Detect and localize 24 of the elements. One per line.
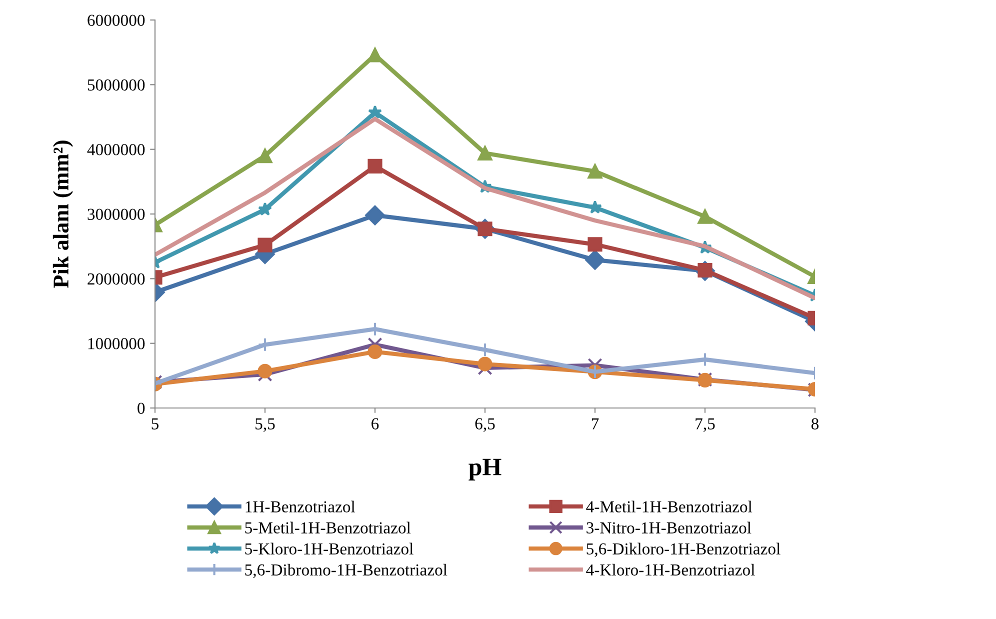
legend-label: 4-Kloro-1H-Benzotriazol [586,564,755,576]
x-tick-label: 7,5 [696,418,715,432]
y-tick-label: 4000000 [87,144,145,156]
y-axis-title: Pik alanı (mm²) [52,140,74,288]
y-tick-label: 2000000 [88,273,145,285]
y-tick-label: 1000000 [88,338,145,350]
legend-label: 5-Metil-1H-Benzotriazol [245,522,411,534]
x-tick-label: 6,5 [475,418,495,432]
legend-label: 1H-Benzotriazol [246,500,356,512]
y-tick-label: 6000000 [88,14,145,26]
y-tick-label: 0 [138,402,145,414]
y-tick-label: 3000000 [88,208,145,220]
legend-label: 4-Metil-1H-Benzotriazol [586,500,752,512]
x-tick-label: 5,5 [256,418,275,432]
x-tick-label: 7 [592,418,599,430]
x-tick-label: 5 [152,418,159,430]
legend-label: 5-Kloro-1H-Benzotriazol [245,542,414,555]
legend-label: 5,6-Dikloro-1H-Benzotriazol [586,542,780,557]
x-tick-label: 6 [372,418,379,430]
y-tick-label: 5000000 [88,79,145,91]
x-tick-label: 8 [811,418,819,430]
legend-label: 5,6-Dibromo-1H-Benzotriazol [245,564,448,578]
legend-label: 3-Nitro-1H-Benzotriazol [586,522,752,534]
x-axis-title: pH [468,458,502,481]
